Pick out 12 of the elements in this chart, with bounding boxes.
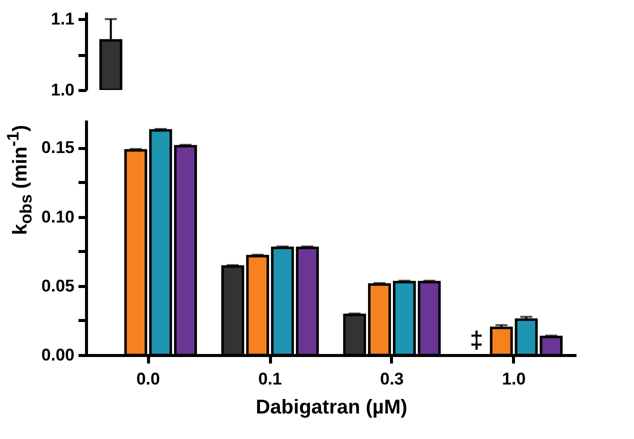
y-tick-label: 0.10: [41, 207, 74, 226]
y-tick-label: 1.1: [50, 10, 74, 29]
y-tick-label: 1.0: [50, 80, 74, 100]
y-tick-label: 0.15: [41, 138, 74, 158]
y-tick-label: 0.00: [41, 346, 74, 364]
x-tick-label: 0.3: [380, 370, 404, 388]
y-tick-label: 0.05: [41, 276, 74, 296]
annotation: ‡: [470, 327, 484, 354]
x-tick-label: 0.0: [136, 370, 160, 388]
x-tick-label: 0.1: [258, 370, 282, 388]
x-tick-label: 1.0: [502, 370, 526, 388]
x-axis-title: Dabigatran (µM): [256, 396, 408, 418]
